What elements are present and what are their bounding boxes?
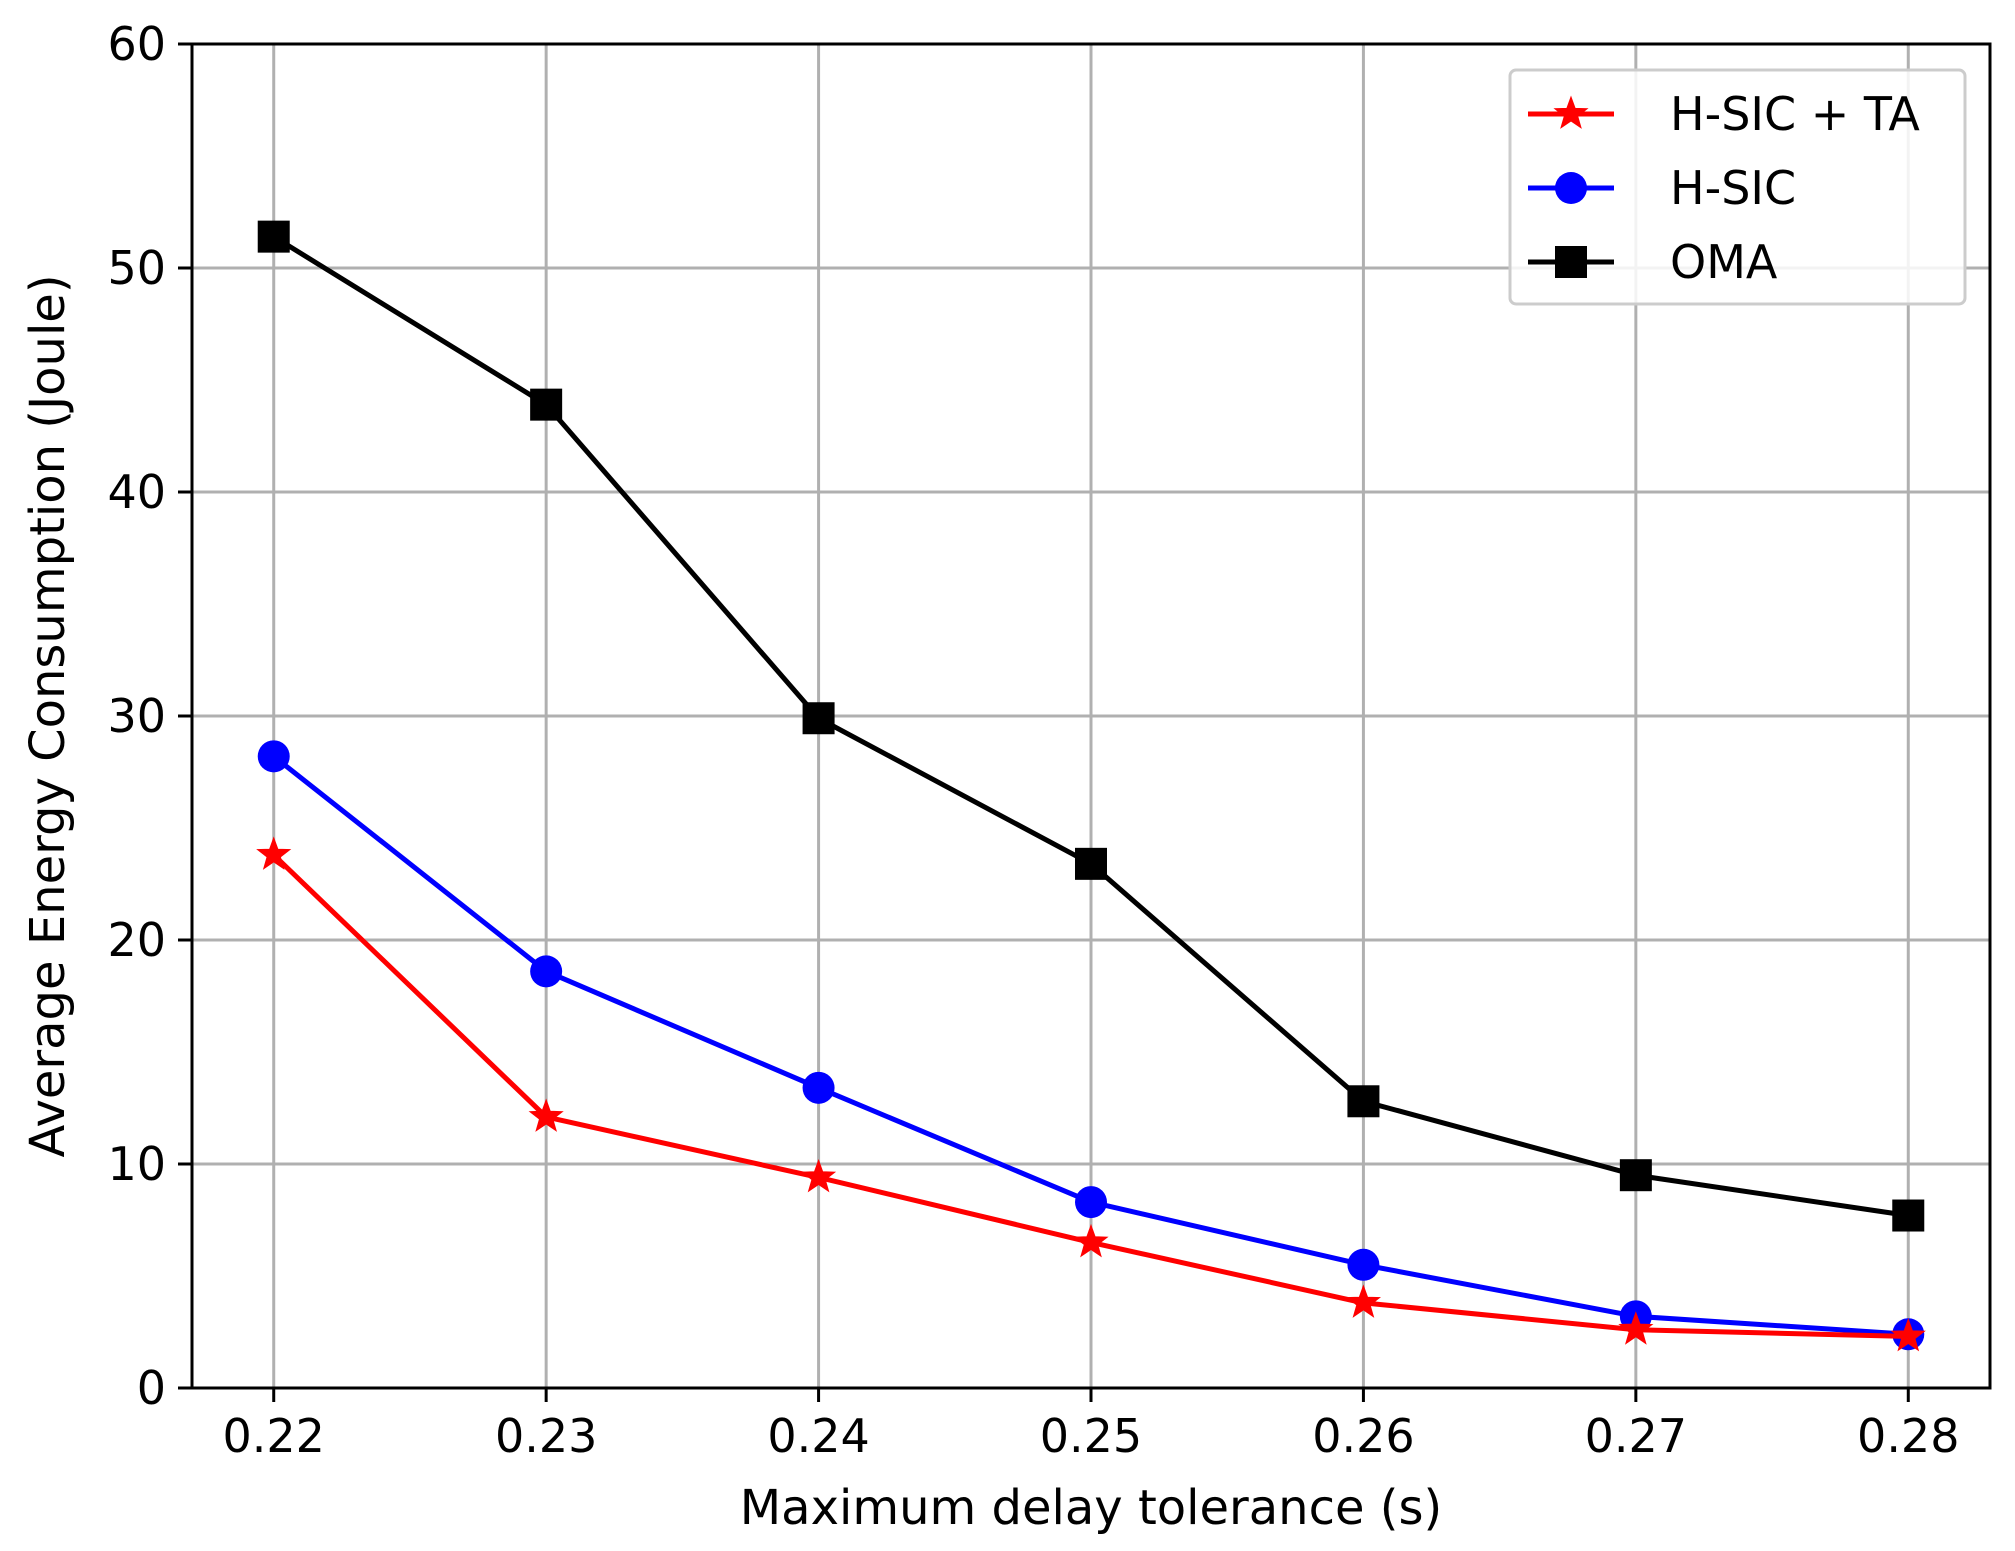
data-point-h-sic bbox=[257, 740, 290, 773]
data-point-h-sic-ta bbox=[801, 1158, 837, 1193]
y-tick-label: 10 bbox=[107, 1137, 166, 1191]
series-oma bbox=[257, 220, 1925, 1232]
data-point-oma bbox=[257, 220, 290, 253]
legend-label: H-SIC + TA bbox=[1670, 87, 1920, 141]
data-point-oma bbox=[1892, 1199, 1925, 1232]
data-point-oma bbox=[1347, 1085, 1380, 1118]
data-point-h-sic bbox=[802, 1071, 835, 1104]
y-tick-label: 0 bbox=[137, 1361, 166, 1415]
data-point-h-sic-ta bbox=[256, 836, 292, 870]
ticks-layer: 0.22 0.23 0.24 0.25 0.26 0.27 0.28 0 10 20 30 40 50 6… bbox=[107, 17, 1959, 1463]
series-layer bbox=[256, 220, 1926, 1352]
x-tick-label: 0.27 bbox=[1585, 1409, 1687, 1463]
x-tick-label: 0.22 bbox=[223, 1409, 325, 1463]
data-point-h-sic-ta bbox=[1890, 1318, 1926, 1352]
data-point-h-sic-ta bbox=[1345, 1284, 1381, 1318]
legend: H-SIC + TA H-SIC OMA bbox=[1508, 68, 1967, 306]
legend-box bbox=[1508, 68, 1967, 306]
data-point-h-sic-ta bbox=[1618, 1311, 1654, 1345]
x-tick-label: 0.25 bbox=[1040, 1409, 1142, 1463]
data-point-oma bbox=[1075, 847, 1107, 880]
y-axis-title: Average Energy Consumption (Joule) bbox=[20, 274, 76, 1157]
legend-label: OMA bbox=[1670, 235, 1778, 289]
legend-item-h-sic: H-SIC bbox=[1528, 161, 1796, 215]
x-tick-label: 0.23 bbox=[495, 1409, 597, 1463]
y-tick-label: 40 bbox=[107, 465, 166, 519]
data-point-oma bbox=[1619, 1159, 1652, 1192]
legend-item-oma: OMA bbox=[1528, 235, 1778, 289]
data-point-h-sic bbox=[1075, 1186, 1107, 1219]
data-point-h-sic-ta bbox=[1073, 1223, 1109, 1258]
legend-marker bbox=[1555, 246, 1587, 278]
x-tick-label: 0.26 bbox=[1312, 1409, 1414, 1463]
legend-item-h-sic-ta: H-SIC + TA bbox=[1528, 87, 1920, 141]
series-h-sic-ta bbox=[256, 836, 1926, 1352]
x-axis-title: Maximum delay tolerance (s) bbox=[740, 1480, 1442, 1536]
data-point-h-sic-ta bbox=[528, 1098, 564, 1132]
data-point-oma bbox=[530, 388, 563, 421]
y-tick-label: 20 bbox=[107, 913, 166, 967]
x-tick-label: 0.28 bbox=[1857, 1409, 1959, 1463]
legend-marker bbox=[1553, 95, 1589, 129]
data-point-h-sic bbox=[530, 955, 563, 988]
y-tick-label: 60 bbox=[107, 17, 166, 71]
data-point-h-sic bbox=[1347, 1248, 1380, 1281]
y-tick-label: 50 bbox=[107, 241, 166, 295]
y-tick-label: 30 bbox=[107, 689, 166, 743]
x-tick-label: 0.24 bbox=[767, 1409, 869, 1463]
legend-marker bbox=[1555, 172, 1587, 204]
data-point-oma bbox=[802, 702, 835, 735]
legend-label: H-SIC bbox=[1670, 161, 1796, 215]
